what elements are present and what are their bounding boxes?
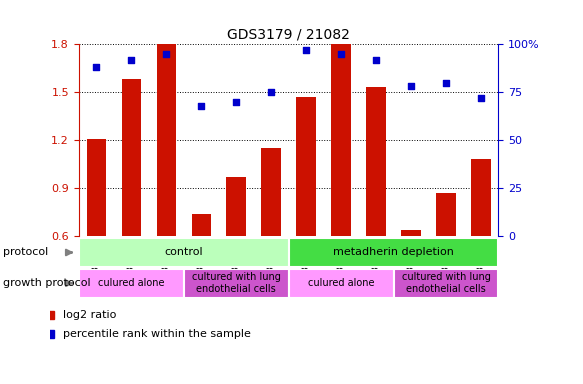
Point [441, 79, 451, 86]
Bar [394, 269, 498, 298]
Bar [366, 88, 386, 236]
Text: protocol: protocol [3, 247, 48, 258]
Bar [86, 139, 106, 236]
Text: culured alone: culured alone [308, 278, 374, 288]
Bar [471, 159, 490, 236]
Text: growth protocol: growth protocol [3, 278, 90, 288]
Point [92, 64, 101, 70]
Bar [289, 238, 498, 267]
Text: control: control [164, 247, 203, 258]
Point [301, 47, 311, 53]
Bar [121, 79, 141, 236]
Bar [261, 148, 280, 236]
Point [231, 99, 241, 105]
Bar [331, 44, 350, 236]
Text: log2 ratio: log2 ratio [63, 310, 117, 320]
Point [161, 51, 171, 57]
Bar [184, 269, 289, 298]
Point [336, 51, 346, 57]
Point [371, 56, 381, 63]
Point [127, 56, 136, 63]
Bar [401, 230, 421, 236]
Point [476, 95, 486, 101]
Bar [296, 97, 315, 236]
Bar [436, 193, 456, 236]
Bar [79, 269, 184, 298]
Bar [156, 44, 176, 236]
Bar [79, 238, 289, 267]
Bar [191, 214, 210, 236]
Point [196, 103, 206, 109]
Text: cultured with lung
endothelial cells: cultured with lung endothelial cells [402, 272, 490, 294]
Point [266, 89, 276, 95]
Bar [289, 269, 394, 298]
Text: metadherin depletion: metadherin depletion [333, 247, 454, 258]
Text: cultured with lung
endothelial cells: cultured with lung endothelial cells [192, 272, 280, 294]
Title: GDS3179 / 21082: GDS3179 / 21082 [227, 28, 350, 41]
Bar [226, 177, 246, 236]
Point [406, 83, 416, 89]
Text: percentile rank within the sample: percentile rank within the sample [63, 329, 251, 339]
Text: culured alone: culured alone [98, 278, 164, 288]
